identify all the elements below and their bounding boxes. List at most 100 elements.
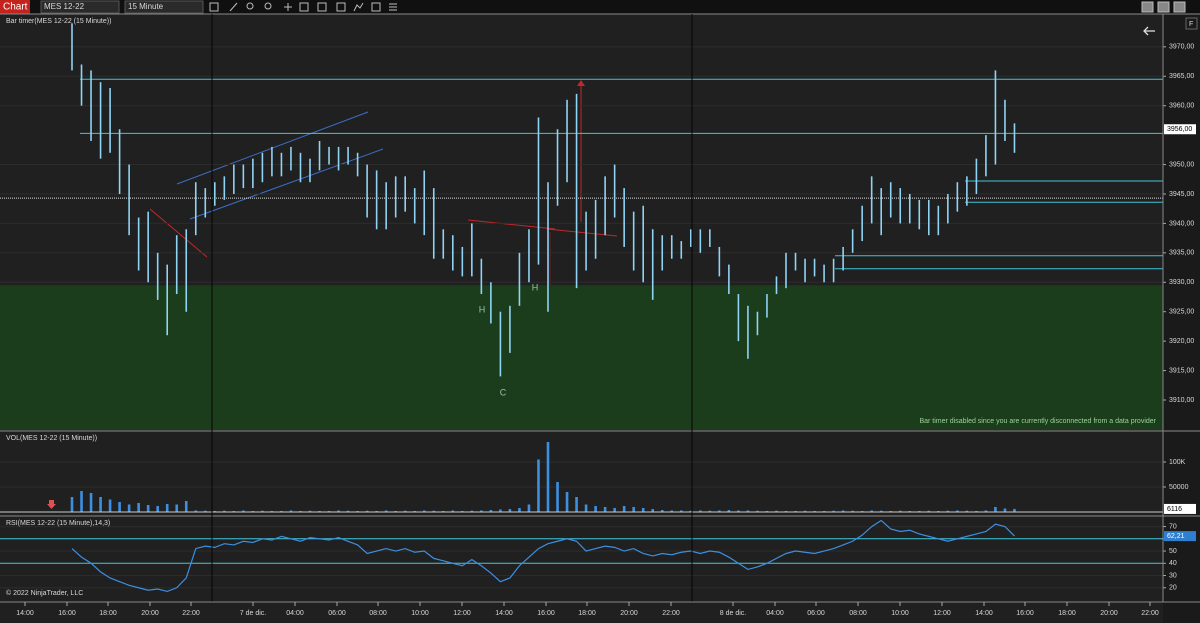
volume-bar: [898, 510, 902, 512]
volume-bar: [1003, 508, 1007, 512]
y-tick-label: 100K: [1169, 459, 1186, 466]
y-tick-label: 70: [1169, 523, 1177, 530]
x-tick-label: 22:00: [662, 610, 680, 617]
volume-bar: [594, 506, 597, 512]
x-tick-label: 16:00: [1016, 610, 1034, 617]
y-tick-label: 20: [1169, 585, 1177, 592]
y-tick-label: 3945,00: [1169, 191, 1194, 198]
volume-bar: [175, 504, 179, 512]
volume-bar: [346, 510, 350, 512]
last-value-box: [1164, 124, 1196, 135]
volume-bar: [841, 510, 845, 512]
x-tick-label: 20:00: [620, 610, 638, 617]
price-axis-bg: [1163, 14, 1200, 623]
volume-bar: [565, 492, 569, 512]
y-tick-label: 40: [1169, 560, 1177, 567]
annotation: H: [532, 282, 539, 292]
y-tick-label: 3930,00: [1169, 279, 1194, 286]
volume-bar: [203, 510, 207, 512]
volume-bar: [80, 491, 83, 512]
last-value-label: 6116: [1167, 506, 1182, 513]
zone: [0, 285, 1163, 430]
y-tick-label: 3910,00: [1169, 397, 1194, 404]
volume-bar: [927, 510, 931, 512]
f-button-label: F: [1189, 21, 1193, 28]
volume-bar: [651, 509, 655, 512]
x-tick-label: 10:00: [891, 610, 909, 617]
x-tick-label: 12:00: [933, 610, 951, 617]
volume-bar: [556, 482, 559, 512]
toolbar-icons[interactable]: [209, 1, 1186, 13]
volume-bar: [670, 510, 674, 512]
volume-bar: [242, 510, 245, 512]
chart-tab-label: Chart: [3, 2, 28, 13]
volume-bar: [699, 510, 702, 512]
status-message: Bar timer disabled since you are current…: [919, 418, 1156, 425]
volume-bar: [984, 510, 988, 512]
chart-tab[interactable]: [0, 0, 30, 14]
volume-bar: [308, 510, 312, 512]
toolbar: Chart MES 12-22 15 Minute: [0, 0, 1200, 14]
volume-bar: [965, 510, 969, 512]
volume-bar: [756, 510, 759, 512]
x-tick-label: 18:00: [1058, 610, 1076, 617]
interval-select[interactable]: [124, 0, 204, 14]
annotation: C: [500, 387, 507, 397]
y-tick-label: 50: [1169, 548, 1177, 555]
volume-bar: [527, 504, 531, 512]
volume-bar: [384, 510, 388, 512]
volume-bar: [660, 510, 664, 512]
volume-bar: [489, 510, 493, 512]
volume-bar: [89, 493, 93, 512]
volume-bar: [108, 499, 112, 512]
x-tick-label: 16:00: [58, 610, 76, 617]
f-button[interactable]: [1185, 17, 1198, 30]
volume-bar: [879, 510, 883, 512]
x-tick-label: 12:00: [453, 610, 471, 617]
y-tick-label: 3935,00: [1169, 250, 1194, 257]
x-tick-label: 04:00: [286, 610, 304, 617]
volume-bar: [70, 497, 74, 512]
volume-bar: [746, 510, 750, 512]
x-tick-label: 06:00: [328, 610, 346, 617]
y-tick-label: 30: [1169, 572, 1177, 579]
x-tick-label: 16:00: [537, 610, 555, 617]
back-arrow[interactable]: [1143, 26, 1155, 36]
volume-bar: [261, 510, 264, 512]
interval: 15 Minute: [128, 2, 164, 11]
volume-bar: [679, 510, 683, 512]
x-tick-label: 22:00: [182, 610, 200, 617]
instrument-select[interactable]: [40, 0, 120, 14]
x-tick-label: 20:00: [1100, 610, 1118, 617]
volume-bar: [689, 510, 693, 512]
x-tick-label: 14:00: [495, 610, 513, 617]
instrument: MES 12-22: [44, 2, 85, 11]
volume-bar: [165, 504, 169, 512]
x-tick-label: 20:00: [141, 610, 159, 617]
y-tick-label: 3940,00: [1169, 220, 1194, 227]
volume-bar: [422, 510, 426, 512]
volume-bar: [1013, 508, 1016, 512]
volume-bar: [641, 508, 645, 512]
x-tick-label: 08:00: [369, 610, 387, 617]
volume-bar: [622, 506, 626, 512]
volume-bar: [194, 510, 198, 512]
copyright: © 2022 NinjaTrader, LLC: [6, 589, 83, 597]
panel-title: VOL(MES 12-22 (15 Minute)): [6, 435, 97, 442]
y-tick-label: 3915,00: [1169, 367, 1194, 374]
x-tick-label: 18:00: [578, 610, 596, 617]
x-tick-label: 14:00: [975, 610, 993, 617]
volume-bar: [575, 497, 578, 512]
volume-bar: [727, 510, 731, 512]
volume-bar: [99, 497, 102, 512]
volume-bar: [870, 510, 873, 512]
volume-bar: [518, 508, 521, 512]
x-tick-label: 08:00: [849, 610, 867, 617]
volume-bar: [546, 442, 550, 512]
y-tick-label: 3970,00: [1169, 44, 1194, 51]
y-tick-label: 50000: [1169, 484, 1189, 491]
volume-bar: [508, 509, 512, 512]
volume-bar: [403, 510, 407, 512]
